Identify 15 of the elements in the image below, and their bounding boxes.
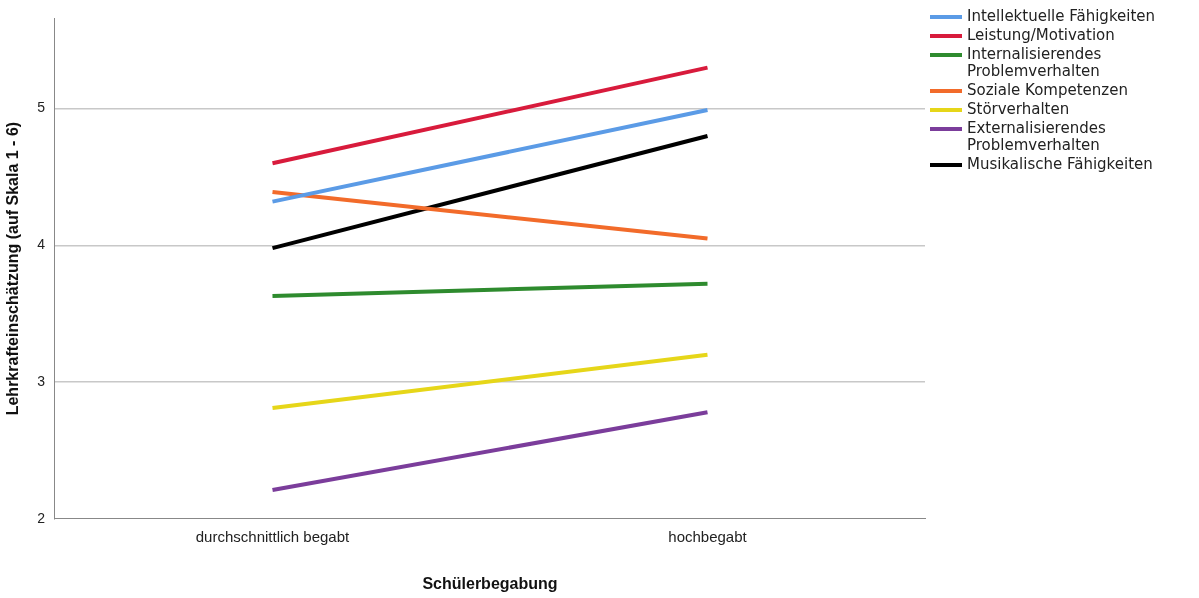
x-tick-label: durchschnittlich begabt (195, 527, 351, 545)
legend-label: Soziale Kompetenzen (967, 81, 1128, 99)
y-tick-label: 2 (37, 509, 46, 526)
legend-label: Internalisierendes Problemverhalten (967, 45, 1103, 80)
x-tick-label: hochbegabt (668, 527, 748, 545)
legend-label: Intellektuelle Fähigkeiten (967, 7, 1156, 25)
legend-label: Externalisierendes Problemverhalten (967, 119, 1107, 154)
x-axis-title: Schülerbegabung (422, 574, 558, 592)
y-axis-title: Lehrkrafteinschätzung (auf Skala 1 - 6) (4, 121, 22, 416)
legend-label: Musikalische Fähigkeiten (967, 155, 1153, 173)
y-tick-label: 4 (37, 236, 46, 253)
legend-label: Störverhalten (967, 100, 1070, 118)
y-tick-label: 5 (37, 99, 46, 116)
legend-label: Leistung/Motivation (967, 26, 1115, 44)
y-tick-label: 3 (37, 372, 46, 389)
